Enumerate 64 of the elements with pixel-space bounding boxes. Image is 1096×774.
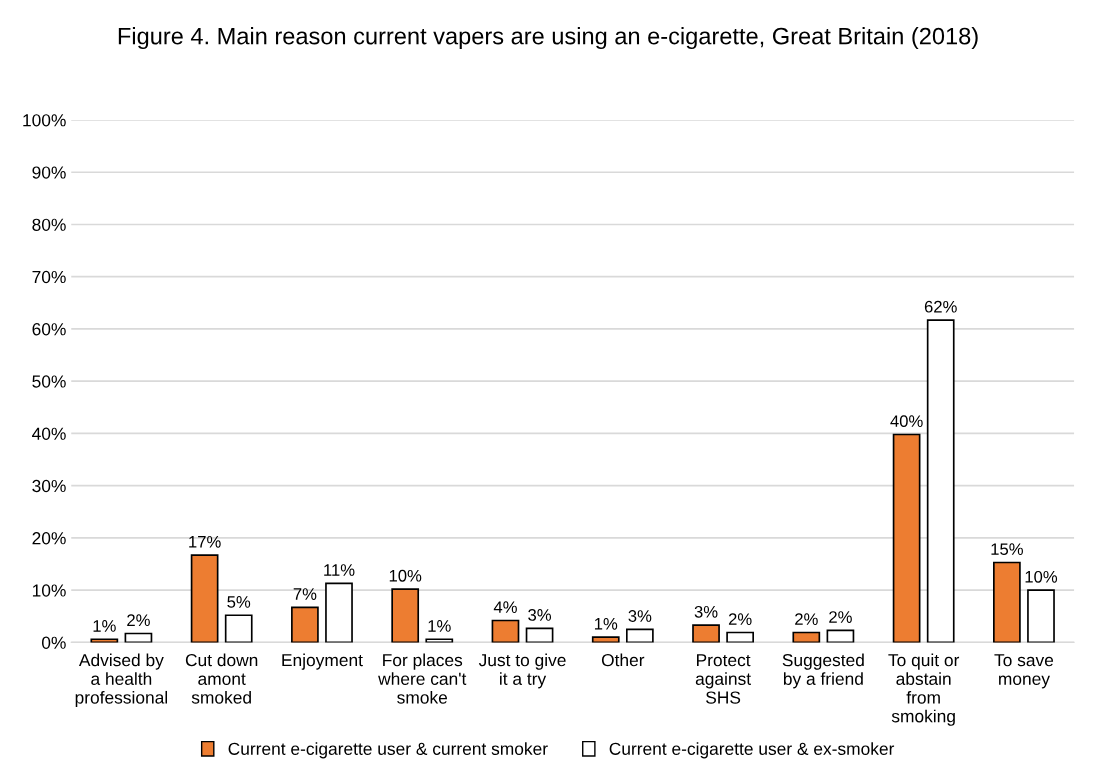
data-label: 17%	[189, 535, 221, 548]
bar	[792, 631, 821, 643]
bar	[124, 632, 153, 643]
bar	[1027, 589, 1055, 643]
y-tick-label: 90%	[32, 166, 66, 179]
bar	[291, 606, 319, 643]
data-label: 2%	[127, 614, 150, 627]
y-tick-label: 30%	[32, 479, 66, 493]
bar	[90, 638, 119, 643]
x-tick-label: For places where can't smoke	[378, 653, 467, 704]
data-label: 3%	[694, 605, 718, 618]
bar	[892, 433, 921, 643]
x-tick-label: To save money	[994, 654, 1054, 689]
y-tick-label: 70%	[32, 270, 66, 284]
bar	[425, 638, 454, 643]
x-tick-label: Just to give it a try	[478, 653, 566, 689]
data-label: 2%	[728, 613, 752, 625]
data-label: 10%	[389, 569, 422, 582]
x-tick-label: Protect against SHS	[695, 654, 751, 704]
legend-label: Current e-cigarette user & ex-smoker	[609, 742, 895, 759]
data-label: 15%	[991, 543, 1023, 556]
y-tick-label: 80%	[32, 218, 66, 231]
data-label: 3%	[628, 610, 652, 622]
y-tick-label: 10%	[32, 584, 66, 597]
data-label: 1%	[93, 620, 116, 632]
bar	[926, 319, 955, 643]
bar	[224, 614, 253, 643]
x-tick-label: To quit or abstain from smoking	[888, 653, 960, 726]
data-label: 2%	[829, 611, 852, 623]
bar	[525, 627, 554, 643]
data-label: 11%	[324, 564, 355, 576]
bar	[993, 561, 1021, 643]
data-label: 3%	[528, 609, 552, 621]
x-tick-label: Enjoyment	[282, 653, 363, 670]
bar	[491, 619, 520, 643]
x-tick-label: Suggested by a friend	[782, 653, 864, 689]
bar	[826, 629, 855, 643]
bar	[190, 554, 219, 643]
data-label: 7%	[293, 588, 317, 600]
y-tick-label: 50%	[32, 375, 66, 388]
bar	[591, 636, 620, 643]
x-tick-label: Cut down amont smoked	[185, 653, 258, 704]
data-label: 10%	[1025, 570, 1058, 583]
bar	[325, 582, 353, 643]
data-label: 1%	[428, 620, 451, 632]
data-label: 62%	[924, 300, 957, 313]
data-label: 2%	[795, 613, 818, 625]
data-label: 40%	[890, 415, 923, 428]
data-label: 1%	[594, 618, 618, 630]
data-label: 4%	[493, 601, 517, 613]
y-tick-label: 40%	[32, 427, 66, 440]
legend-label: Current e-cigarette user & current smoker	[228, 742, 548, 759]
x-tick-label: Advised by a health professional	[75, 653, 168, 708]
y-tick-label: 0%	[41, 636, 66, 649]
chart-title: Figure 4. Main reason current vapers are using an e-cigarette, Great Britain (2018)	[118, 27, 978, 50]
x-tick-label: Other	[601, 653, 645, 667]
bar	[692, 624, 720, 643]
bar	[726, 631, 755, 643]
data-label: 5%	[227, 596, 251, 608]
bar	[625, 628, 654, 643]
y-tick-label: 60%	[32, 323, 66, 336]
y-tick-label: 20%	[32, 532, 66, 545]
y-tick-label: 100%	[23, 114, 66, 127]
bar	[391, 588, 420, 643]
